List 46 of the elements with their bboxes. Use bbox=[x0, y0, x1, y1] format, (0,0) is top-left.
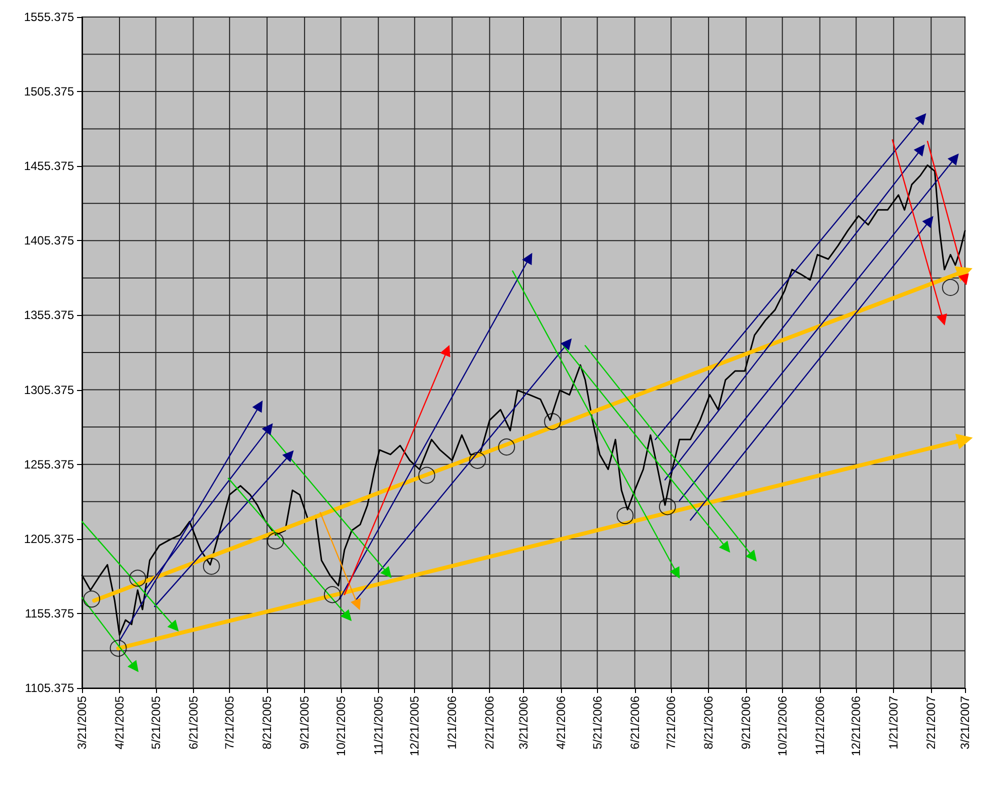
x-tick-label: 2/21/2007 bbox=[924, 696, 938, 750]
y-tick-label: 1255.375 bbox=[24, 457, 74, 472]
y-tick-label: 1155.375 bbox=[24, 606, 74, 620]
x-tick-label: 8/21/2006 bbox=[702, 696, 716, 750]
point bbox=[83, 590, 100, 608]
x-tick-label: 10/21/2005 bbox=[334, 696, 348, 756]
y-tick-label: 1305.375 bbox=[24, 382, 74, 397]
x-tick-label: 5/21/2005 bbox=[148, 696, 163, 750]
x-tick-label: 3/21/2006 bbox=[516, 696, 530, 750]
x-tick-label: 9/21/2006 bbox=[739, 696, 754, 750]
x-tick-label: 3/21/2005 bbox=[75, 696, 89, 750]
x-tick-label: 1/21/2007 bbox=[886, 696, 901, 750]
y-tick-label: 1555.375 bbox=[24, 10, 74, 24]
point bbox=[544, 413, 562, 430]
x-tick-label: 4/21/2006 bbox=[554, 696, 568, 750]
x-tick-label: 6/21/2006 bbox=[628, 696, 642, 750]
x-tick-label: 7/21/2005 bbox=[222, 696, 237, 750]
point bbox=[110, 640, 127, 657]
point bbox=[324, 586, 341, 604]
point bbox=[658, 498, 676, 516]
x-tick-label: 12/21/2005 bbox=[408, 696, 422, 756]
point bbox=[469, 452, 486, 469]
x-tick-label: 11/21/2006 bbox=[812, 696, 827, 756]
x-tick-label: 10/21/2006 bbox=[775, 696, 790, 756]
point bbox=[418, 466, 436, 484]
y-tick-label: 1505.375 bbox=[24, 84, 74, 99]
x-tick-label: 6/21/2005 bbox=[186, 696, 200, 750]
x-tick-label: 5/21/2006 bbox=[590, 696, 604, 750]
x-tick-label: 1/21/2006 bbox=[445, 696, 460, 750]
x-tick-label: 2/21/2006 bbox=[482, 696, 497, 750]
point bbox=[498, 438, 516, 456]
x-tick-label: 7/21/2006 bbox=[664, 696, 678, 750]
point bbox=[267, 532, 284, 550]
y-tick-label: 1355.375 bbox=[24, 308, 74, 322]
point bbox=[129, 570, 146, 587]
x-tick-label: 4/21/2005 bbox=[112, 696, 126, 750]
y-tick-label: 1405.375 bbox=[24, 234, 74, 248]
y-tick-label: 1455.375 bbox=[24, 159, 74, 174]
x-tick-label: 8/21/2005 bbox=[260, 696, 274, 750]
x-tick-label: 3/21/2007 bbox=[958, 696, 972, 750]
x-tick-label: 12/21/2006 bbox=[849, 696, 864, 756]
x-tick-label: 9/21/2005 bbox=[298, 696, 312, 750]
x-tick-label: 11/21/2005 bbox=[371, 696, 386, 756]
point bbox=[202, 558, 220, 575]
y-tick-label: 1105.375 bbox=[24, 681, 74, 695]
y-tick-label: 1205.375 bbox=[24, 532, 74, 546]
